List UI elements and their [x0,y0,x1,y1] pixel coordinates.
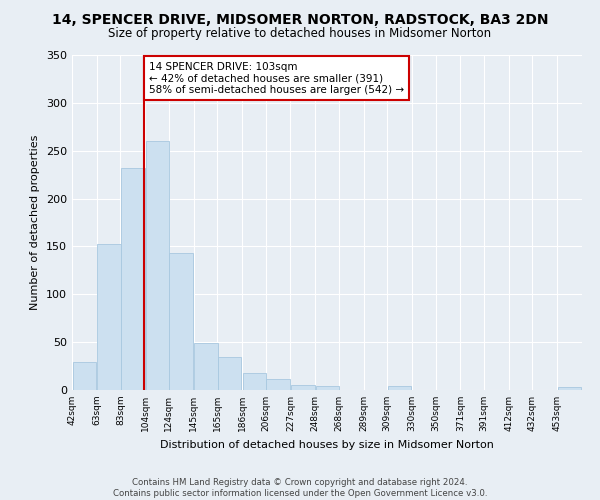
Bar [316,386,340,390]
Bar [558,387,581,390]
Bar [121,168,145,390]
Bar [242,373,266,390]
X-axis label: Distribution of detached houses by size in Midsomer Norton: Distribution of detached houses by size … [160,440,494,450]
Text: 14 SPENCER DRIVE: 103sqm
← 42% of detached houses are smaller (391)
58% of semi-: 14 SPENCER DRIVE: 103sqm ← 42% of detach… [149,62,404,95]
Bar [291,385,314,390]
Y-axis label: Number of detached properties: Number of detached properties [31,135,40,310]
Text: Size of property relative to detached houses in Midsomer Norton: Size of property relative to detached ho… [109,28,491,40]
Bar [266,380,290,390]
Bar [73,362,96,390]
Text: 14, SPENCER DRIVE, MIDSOMER NORTON, RADSTOCK, BA3 2DN: 14, SPENCER DRIVE, MIDSOMER NORTON, RADS… [52,12,548,26]
Bar [194,343,218,390]
Bar [218,356,241,390]
Bar [146,141,169,390]
Text: Contains HM Land Registry data © Crown copyright and database right 2024.
Contai: Contains HM Land Registry data © Crown c… [113,478,487,498]
Bar [97,244,121,390]
Bar [388,386,412,390]
Bar [169,253,193,390]
